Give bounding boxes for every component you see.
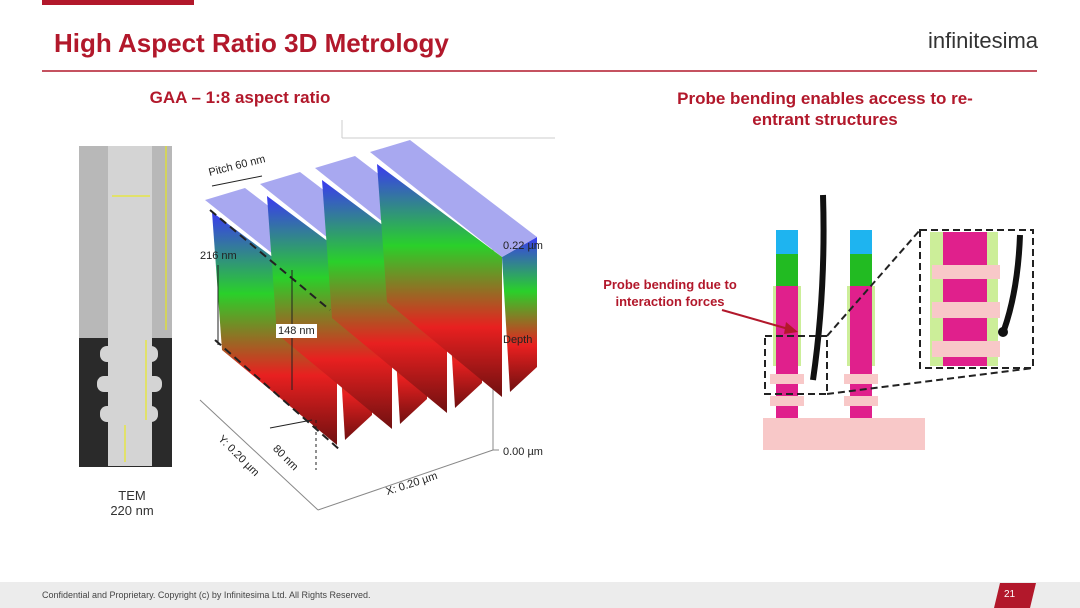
top-bar <box>42 0 194 5</box>
afm-plot <box>180 120 555 525</box>
fin <box>370 140 537 257</box>
annotation: Probe bending due to interaction forces <box>603 277 737 309</box>
logo: infinitesima <box>928 28 1039 53</box>
tem-label: TEM <box>118 488 146 503</box>
fin <box>502 237 537 392</box>
tem-size: 220 nm <box>110 503 154 518</box>
height-total: 216 nm <box>200 250 237 262</box>
footer-band <box>0 582 1080 608</box>
left-heading: GAA – 1:8 aspect ratio <box>149 88 331 107</box>
title: High Aspect Ratio 3D Metrology <box>54 28 449 58</box>
right-heading: Probe bending enables access to re-entra… <box>677 89 973 129</box>
depth-max: 0.22 µm <box>503 240 543 252</box>
depth-min: 0.00 µm <box>503 446 543 458</box>
fin <box>322 180 447 413</box>
footer-text: Confidential and Proprietary. Copyright … <box>42 590 371 600</box>
height-inner: 148 nm <box>276 324 317 338</box>
depth-label: Depth <box>503 334 533 346</box>
fin <box>377 164 502 397</box>
page-number: 21 <box>1004 589 1016 600</box>
page-badge <box>994 583 1036 608</box>
fin <box>212 212 337 445</box>
probe-diagram <box>721 194 1034 450</box>
tem-image <box>79 146 172 467</box>
fin <box>267 196 392 429</box>
